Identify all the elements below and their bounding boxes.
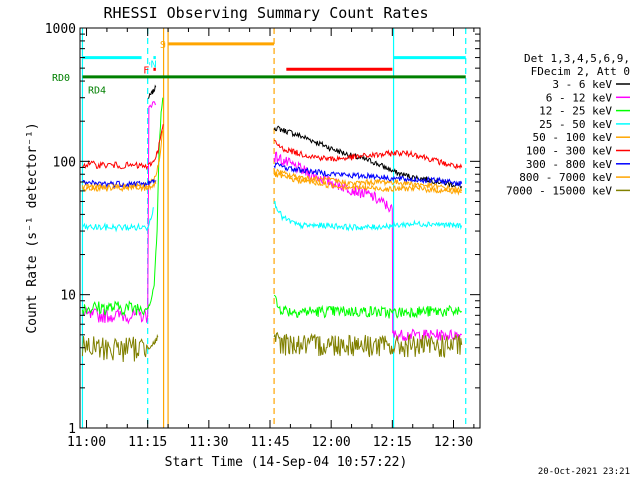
series-line-4-seg-1 [147,130,164,189]
flag-label-f: F [143,65,149,76]
series-line-2-seg-2 [273,294,463,319]
series-line-2-seg-1 [147,97,164,310]
x-tick-label-0: 11:00 [67,435,106,450]
y-tick-label-0: 1 [68,422,76,437]
legend-label-6: 300 - 800 keV [526,158,612,171]
series-line-1-seg-0 [81,306,149,325]
x-tick-label-2: 11:30 [189,435,228,450]
series-8 [81,331,463,363]
series-line-0-seg-1 [273,125,463,190]
x-tick-label-6: 12:30 [434,435,473,450]
series-line-3-seg-0 [81,222,149,233]
chart-title: RHESSI Observing Summary Count Rates [103,4,428,22]
legend-header-0: Det 1,3,4,5,6,9, [524,52,630,65]
legend-label-2: 12 - 25 keV [539,105,612,118]
time-markers [81,28,467,428]
legend-label-3: 25 - 50 keV [539,118,612,131]
series-0 [148,84,463,190]
y-axis: 1 10 100 1000 [45,22,480,437]
plot-frame [79,27,481,429]
flag-label-rd0: RD0 [52,73,70,84]
series-line-3-seg-1 [147,207,154,230]
legend-label-7: 800 - 7000 keV [519,171,612,184]
legend: Det 1,3,4,5,6,9,FDecim 2, Att 03 - 6 keV… [506,52,630,197]
y-tick-label-3: 1000 [45,22,76,37]
series-line-5-seg-1 [147,124,164,167]
series-1 [81,101,463,342]
series-line-6-seg-2 [273,162,463,187]
series-line-2-seg-0 [81,300,149,317]
y-tick-label-2: 100 [53,155,76,170]
series-line-8-seg-2 [273,331,463,358]
series-line-7-seg-0 [81,183,149,193]
legend-label-0: 3 - 6 keV [552,78,612,91]
x-tick-label-4: 12:00 [312,435,351,450]
legend-label-4: 50 - 100 keV [533,131,613,144]
x-tick-label-3: 11:45 [250,435,289,450]
x-tick-label-1: 11:15 [128,435,167,450]
series-line-0-seg-0 [148,84,157,99]
series-6 [81,162,463,189]
flag-label-rd4: RD4 [88,86,106,97]
y-axis-label: Count Rate (s⁻¹ detector⁻¹) [25,122,40,333]
x-axis-label: Start Time (14-Sep-04 10:57:22) [165,455,408,470]
series-line-7-seg-2 [273,172,462,196]
series-5 [82,124,463,171]
legend-label-5: 100 - 300 keV [526,145,612,158]
legend-header-1: FDecim 2, Att 0 [531,65,630,78]
legend-label-1: 6 - 12 keV [546,91,613,104]
series-line-8-seg-1 [147,333,159,350]
x-tick-label-5: 12:15 [373,435,412,450]
flag-label-s: S [160,40,166,51]
y-tick-label-1: 10 [60,289,76,304]
series-line-3-seg-2 [273,200,463,232]
flags-layer [82,42,466,79]
series-line-1-seg-1 [147,101,157,317]
footer-date: 20-Oct-2021 23:21 [538,467,630,477]
series-7 [81,172,462,196]
x-axis: 11:00 11:15 11:30 11:45 12:00 12:15 12:30 [67,28,475,450]
series-line-5-seg-0 [82,159,149,171]
series-3 [81,200,463,233]
series-2 [81,97,463,319]
series-line-5-seg-2 [273,139,463,170]
series-layer [81,84,463,363]
series-line-7-seg-1 [147,179,157,191]
series-line-8-seg-0 [81,336,149,363]
flag-label-n: N [151,60,157,71]
legend-label-8: 7000 - 15000 keV [506,184,612,197]
series-line-6-seg-0 [81,179,149,189]
series-line-6-seg-1 [147,179,157,186]
